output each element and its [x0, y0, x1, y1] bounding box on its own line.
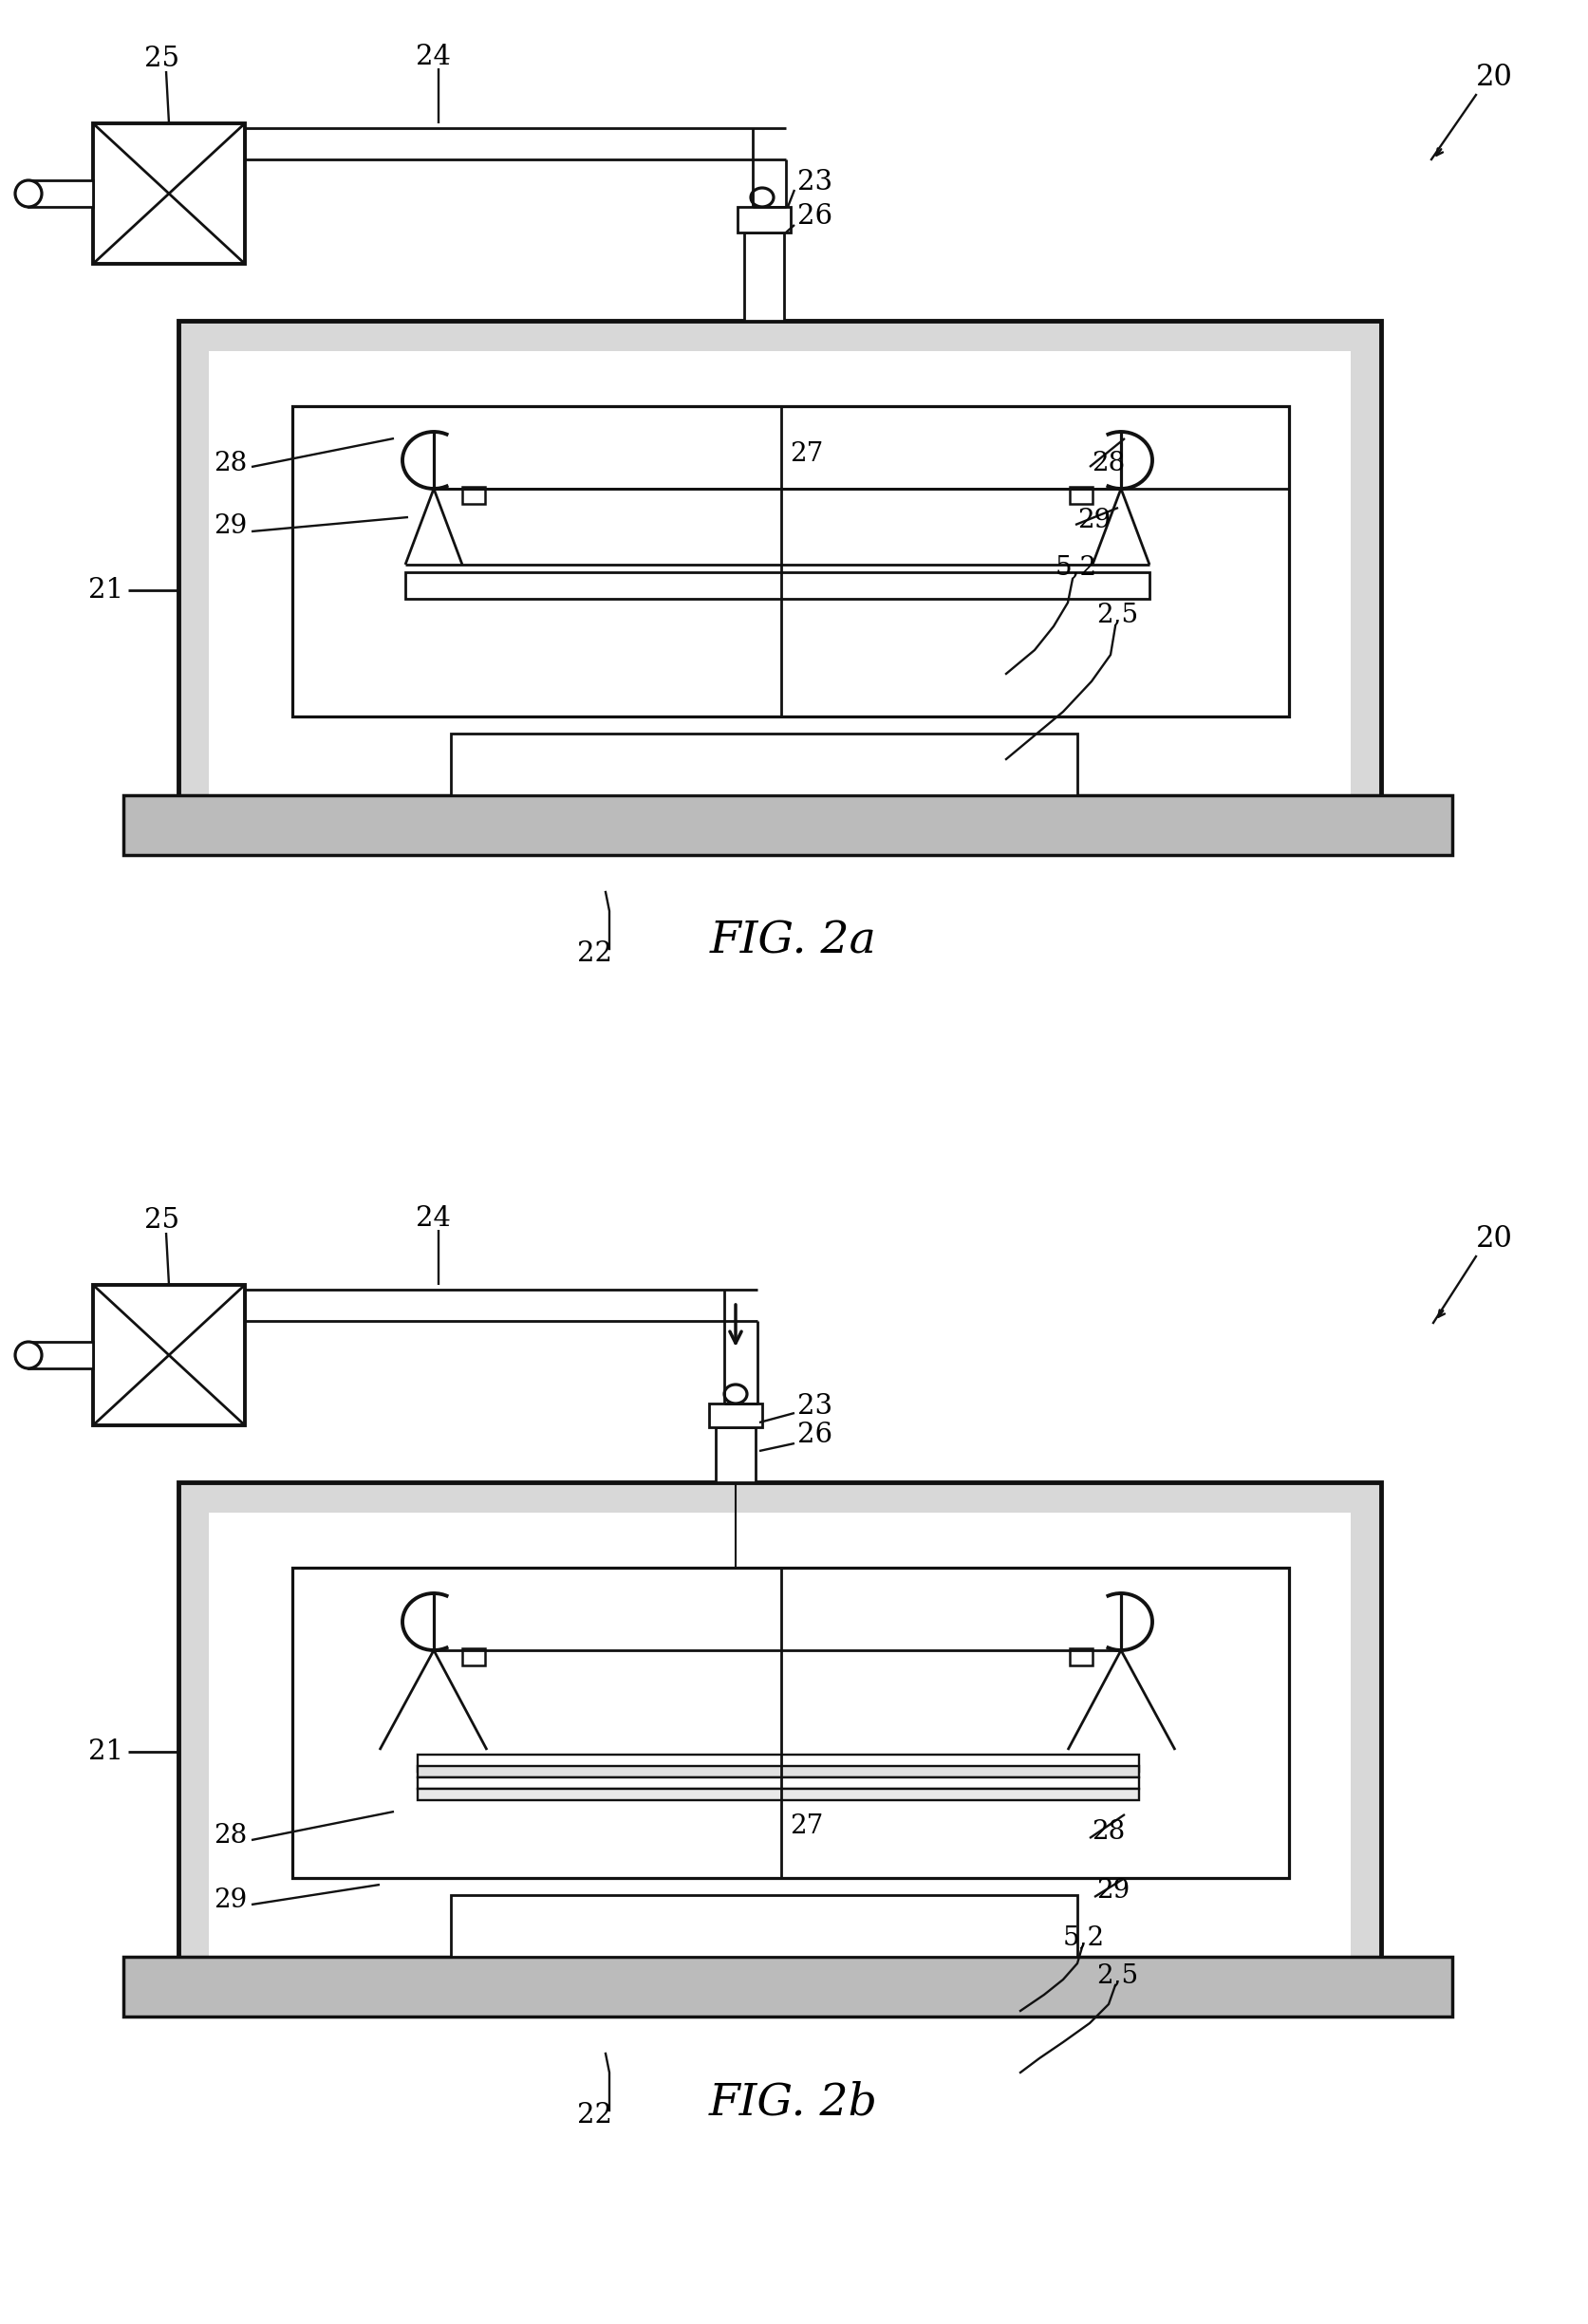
Bar: [462, 1648, 484, 1666]
Text: 28: 28: [213, 451, 246, 476]
Text: FIG. 2b: FIG. 2b: [710, 2082, 878, 2124]
Text: FIG. 2a: FIG. 2a: [710, 920, 877, 962]
Bar: [124, 795, 1453, 855]
Text: 29: 29: [213, 1887, 246, 1913]
Bar: [29, 1341, 94, 1369]
Text: 2,5: 2,5: [1096, 602, 1139, 627]
Bar: [178, 1483, 1382, 2015]
Bar: [451, 734, 1077, 795]
Bar: [292, 1569, 1289, 1878]
Text: 21: 21: [89, 576, 124, 604]
Text: 28: 28: [1091, 451, 1124, 476]
Text: 26: 26: [797, 1422, 832, 1448]
Bar: [418, 1789, 1139, 1801]
Bar: [94, 123, 245, 265]
Text: 5,2: 5,2: [1056, 555, 1097, 581]
Text: 25: 25: [145, 46, 179, 72]
Text: 24: 24: [416, 1206, 451, 1232]
Text: 20: 20: [1475, 1225, 1513, 1255]
Text: 24: 24: [416, 44, 451, 70]
Bar: [745, 232, 784, 321]
Text: 23: 23: [797, 1392, 832, 1420]
Text: 25: 25: [145, 1206, 179, 1234]
Text: 28: 28: [1091, 1820, 1124, 1845]
Ellipse shape: [751, 188, 773, 207]
Text: 27: 27: [789, 1813, 823, 1838]
Bar: [1070, 486, 1093, 504]
Bar: [716, 1427, 756, 1483]
Bar: [710, 1404, 762, 1427]
Bar: [405, 572, 1150, 600]
Ellipse shape: [16, 181, 41, 207]
Bar: [1070, 1648, 1093, 1666]
Text: 26: 26: [797, 202, 832, 230]
Text: 23: 23: [797, 170, 832, 195]
Bar: [124, 1957, 1453, 2017]
Bar: [94, 1285, 245, 1425]
Text: 22: 22: [576, 941, 613, 967]
Bar: [178, 321, 1382, 853]
Bar: [210, 351, 1351, 823]
Text: 28: 28: [213, 1822, 246, 1848]
Ellipse shape: [16, 1341, 41, 1369]
Bar: [418, 1755, 1139, 1771]
Ellipse shape: [724, 1385, 746, 1404]
Text: 27: 27: [789, 442, 823, 467]
Text: 5,2: 5,2: [1062, 1924, 1105, 1950]
Bar: [29, 181, 94, 207]
Bar: [737, 207, 791, 232]
Bar: [451, 1894, 1077, 1957]
Text: 20: 20: [1475, 63, 1513, 93]
Text: 29: 29: [213, 514, 246, 539]
Text: 29: 29: [1096, 1878, 1129, 1903]
Text: 2,5: 2,5: [1096, 1964, 1139, 1989]
Bar: [462, 486, 484, 504]
Bar: [418, 1778, 1139, 1789]
Text: 22: 22: [576, 2101, 613, 2129]
Bar: [210, 1513, 1351, 1985]
Bar: [418, 1766, 1139, 1778]
Text: 29: 29: [1077, 507, 1110, 532]
Bar: [292, 407, 1289, 716]
Text: 21: 21: [89, 1738, 124, 1764]
